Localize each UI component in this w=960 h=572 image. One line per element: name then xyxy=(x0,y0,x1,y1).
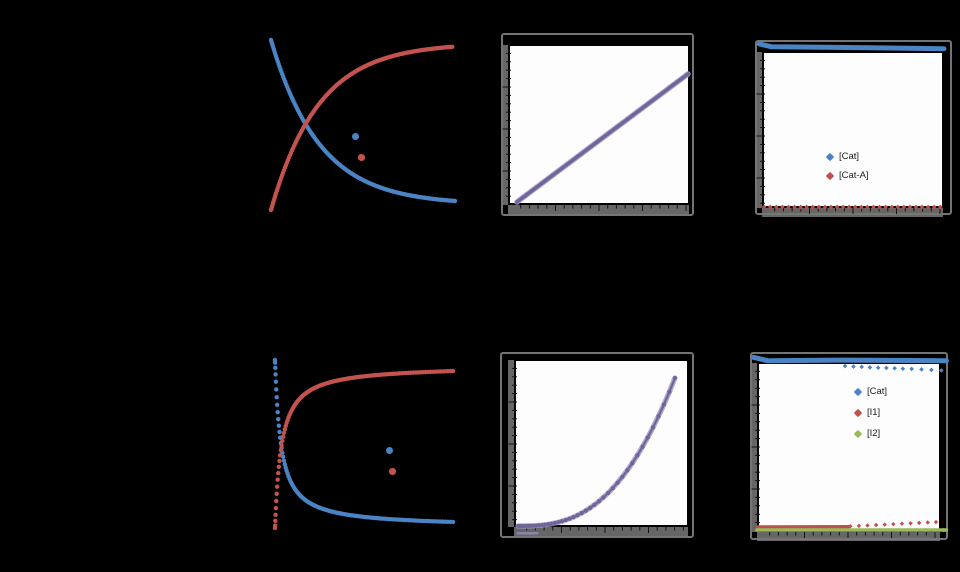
legend-item-cat: [Cat] xyxy=(853,381,888,402)
legend-top-right[interactable]: [Cat] [Cat-A] xyxy=(825,147,869,185)
plot-area-top-right xyxy=(762,52,943,208)
legend-label: [Cat-A] xyxy=(839,169,869,181)
plot-area-bottom-middle xyxy=(514,360,688,527)
plot-area-bottom-right xyxy=(757,363,940,532)
tick-strip xyxy=(514,527,688,536)
tick-strip xyxy=(756,52,762,208)
legend-marker-red xyxy=(358,154,365,161)
legend-item-cat: [Cat] xyxy=(825,147,869,166)
legend-bottom-right[interactable]: [Cat] [I1] [I2] xyxy=(853,381,888,444)
legend-marker-blue xyxy=(386,447,393,454)
diamond-marker-icon xyxy=(853,429,863,438)
diamond-marker-icon xyxy=(825,152,835,161)
diamond-marker-icon xyxy=(825,171,835,180)
chart-bottom-left-concentration-vs-time[interactable] xyxy=(255,345,465,545)
legend-label: [I1] xyxy=(867,406,881,418)
legend-label: [Cat] xyxy=(839,150,860,162)
legend-item-cat-a: [Cat-A] xyxy=(825,166,869,185)
legend-item-i2: [I2] xyxy=(853,423,887,444)
diamond-marker-icon xyxy=(853,387,863,396)
plot-area-top-middle xyxy=(508,45,689,205)
tick-strip xyxy=(757,532,940,541)
diamond-marker-icon xyxy=(853,408,863,417)
legend-marker-blue xyxy=(352,133,359,140)
tick-strip xyxy=(762,208,943,217)
chart-top-left-concentration-vs-time[interactable] xyxy=(250,25,465,225)
legend-marker-red xyxy=(389,468,396,475)
tick-strip xyxy=(508,205,689,214)
chart-bottom-middle-frame[interactable] xyxy=(500,352,694,538)
legend-item-i1: [I1] xyxy=(853,402,887,423)
tick-strip xyxy=(502,45,508,205)
legend-label: [Cat] xyxy=(867,385,888,397)
legend-label: [I2] xyxy=(867,427,881,439)
tick-strip xyxy=(751,363,757,532)
